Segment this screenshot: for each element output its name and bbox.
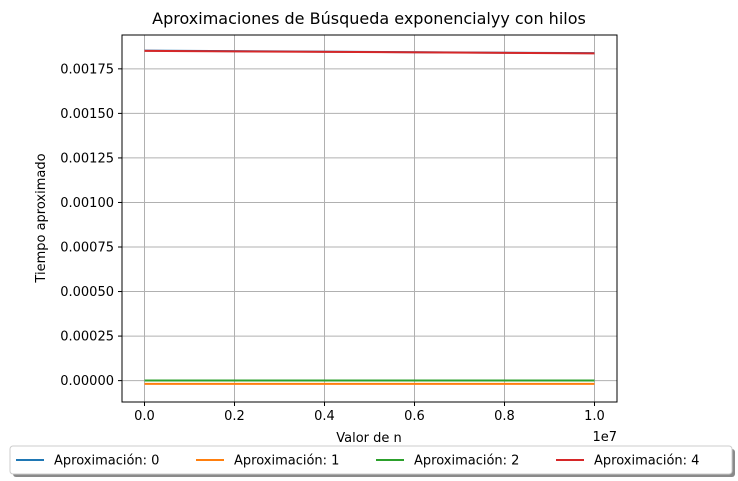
series-lines bbox=[144, 49, 595, 385]
chart-title: Aproximaciones de Búsqueda exponencialyy… bbox=[152, 9, 586, 28]
legend-label-0: Aproximación: 0 bbox=[54, 454, 159, 469]
y-tick-label: 0.00125 bbox=[60, 151, 114, 166]
x-tick-label: 1.0 bbox=[584, 409, 605, 424]
series-line-3 bbox=[144, 49, 595, 55]
legend-label-2: Aproximación: 2 bbox=[414, 454, 519, 469]
x-offset-label: 1e7 bbox=[592, 430, 617, 445]
x-tick-label: 0.8 bbox=[494, 409, 515, 424]
legend: Aproximación: 0 Aproximación: 1 Aproximaci… bbox=[9, 445, 735, 477]
x-axis-label: Valor de n bbox=[336, 431, 402, 446]
x-tick-label: 0.2 bbox=[224, 409, 245, 424]
y-tick-label: 0.00075 bbox=[60, 241, 114, 256]
legend-label-3: Aproximación: 4 bbox=[594, 454, 699, 469]
y-tick-label: 0.00025 bbox=[60, 330, 114, 345]
y-tick-label: 0.00175 bbox=[60, 62, 114, 77]
legend-label-1: Aproximación: 1 bbox=[234, 454, 339, 469]
plot-frame bbox=[121, 34, 618, 403]
x-axis: 0.0 0.2 0.4 0.6 0.8 1.0 bbox=[134, 402, 605, 424]
grid bbox=[122, 35, 617, 402]
y-tick-label: 0.00000 bbox=[60, 374, 114, 389]
y-axis: 0.00000 0.00025 0.00050 0.00075 0.00100 0.001… bbox=[60, 62, 122, 389]
y-axis-label: Tiempo aproximado bbox=[34, 153, 49, 283]
y-tick-label: 0.00050 bbox=[60, 285, 114, 300]
y-tick-label: 0.00100 bbox=[60, 196, 114, 211]
x-tick-label: 0.0 bbox=[134, 409, 155, 424]
legend-box bbox=[9, 445, 733, 475]
x-tick-label: 0.4 bbox=[314, 409, 335, 424]
x-tick-label: 0.6 bbox=[404, 409, 425, 424]
y-tick-label: 0.00150 bbox=[60, 107, 114, 122]
